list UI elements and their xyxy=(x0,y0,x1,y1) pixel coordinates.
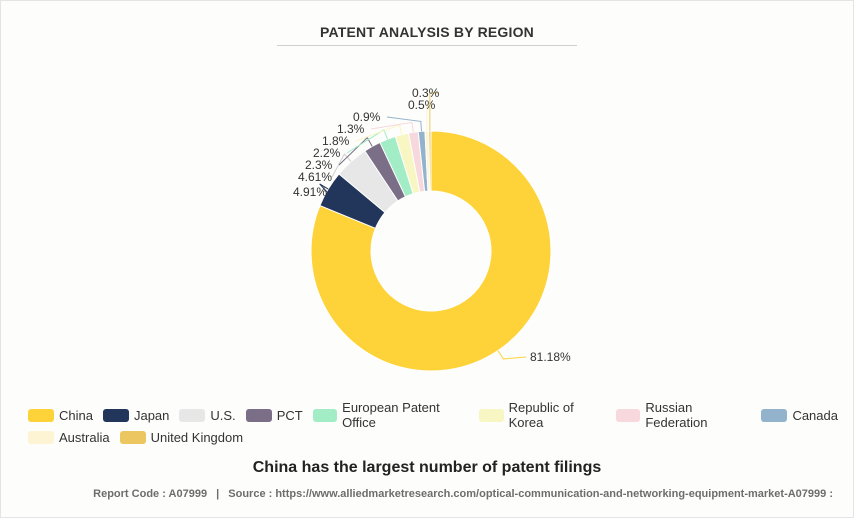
legend-swatch xyxy=(28,408,54,422)
slice-china[interactable] xyxy=(310,130,552,372)
legend-item[interactable]: U.S. xyxy=(179,407,236,423)
data-label: 0.5% xyxy=(408,98,436,112)
leader-line xyxy=(346,129,388,154)
legend-swatch xyxy=(245,408,272,422)
leader-line xyxy=(497,350,527,360)
legend-label: U.S. xyxy=(210,407,236,423)
leader-line xyxy=(429,92,438,132)
legend-item[interactable]: Republic of Korea xyxy=(479,400,606,430)
source-link[interactable]: Source : https://www.alliedmarketresearc… xyxy=(228,488,833,500)
legend-row: Australia United Kingdom xyxy=(28,426,848,448)
legend-label: China xyxy=(59,407,93,423)
legend-swatch xyxy=(761,408,788,422)
data-label: 0.3% xyxy=(412,86,440,100)
legend-item[interactable]: China xyxy=(28,408,93,423)
legend-label: Canada xyxy=(792,407,838,423)
donut-chart: 81.18% 4.91%4.61%2.3%2.2%1.8%1.3%0.9% 0.5%… xyxy=(293,86,571,372)
data-label: 1.3% xyxy=(337,122,365,136)
legend-row: China Japan U.S. PCT European Patent Office R… xyxy=(28,400,848,430)
legend-swatch xyxy=(28,430,54,444)
legend-swatch xyxy=(179,408,206,422)
legend-swatch xyxy=(102,408,129,422)
legend-swatch xyxy=(119,430,146,444)
footer-separator: | xyxy=(216,488,220,500)
legend-item[interactable]: United Kingdom xyxy=(119,429,244,445)
legend-item[interactable]: European Patent Office xyxy=(312,400,469,430)
data-label: 4.61% xyxy=(298,170,332,184)
chart-title: PATENT ANALYSIS BY REGION xyxy=(320,24,534,40)
legend-item[interactable]: Australia xyxy=(28,430,110,445)
legend-item[interactable]: Russian Federation xyxy=(615,400,752,430)
data-label: 1.8% xyxy=(322,134,350,148)
legend-label: Russian Federation xyxy=(645,400,708,430)
leader-line xyxy=(370,121,414,133)
legend-label: Japan xyxy=(133,407,170,423)
title-underline xyxy=(277,45,577,46)
chart-subtitle: China has the largest number of patent f… xyxy=(252,459,602,476)
leader-line xyxy=(331,153,352,178)
data-label: 2.3% xyxy=(305,158,333,172)
legend-item[interactable]: PCT xyxy=(245,407,303,423)
data-label: 2.2% xyxy=(313,146,341,160)
chart-legend: China Japan U.S. PCT European Patent Office R… xyxy=(28,400,848,448)
data-label: 4.91% xyxy=(293,185,327,199)
legend-item[interactable]: Japan xyxy=(102,407,170,423)
leader-line xyxy=(319,183,329,193)
report-code: Report Code : A07999 xyxy=(93,488,208,500)
data-label: 0.9% xyxy=(353,110,381,124)
legend-label: European Patent Office xyxy=(342,400,440,430)
legend-label: Australia xyxy=(59,429,110,445)
leader-line xyxy=(386,116,423,132)
legend-swatch xyxy=(312,408,338,422)
legend-swatch xyxy=(479,408,504,422)
legend-label: United Kingdom xyxy=(150,429,244,445)
legend-label: Republic of Korea xyxy=(508,400,574,430)
leader-line xyxy=(338,136,373,166)
legend-swatch xyxy=(615,408,641,422)
leader-line xyxy=(426,104,434,132)
legend-item[interactable]: Canada xyxy=(761,408,838,423)
legend-label: PCT xyxy=(276,407,303,423)
slice-united-kingdom[interactable] xyxy=(428,130,432,192)
data-label: 81.18% xyxy=(530,350,571,364)
report-footer: Report Code : A07999 | Source : https://… xyxy=(0,488,833,500)
